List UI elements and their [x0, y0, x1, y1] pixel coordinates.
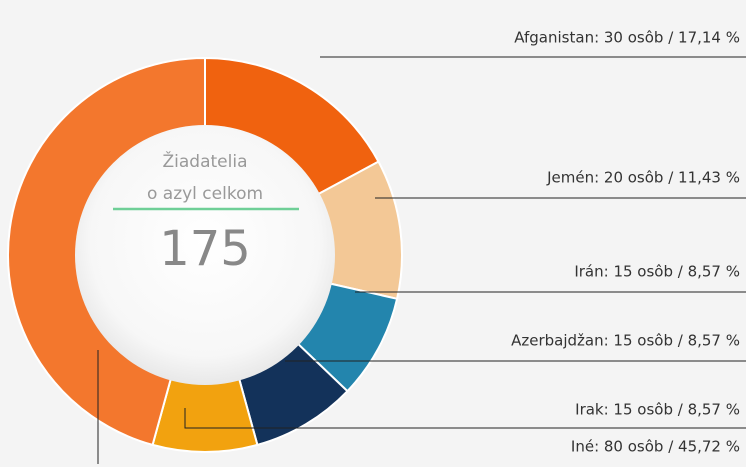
slice-label: Iné: 80 osôb / 45,72 % [571, 438, 740, 456]
slice-label: Jemén: 20 osôb / 11,43 % [546, 169, 740, 187]
donut-hole [75, 125, 335, 385]
slice-label: Azerbajdžan: 15 osôb / 8,57 % [511, 332, 740, 350]
leader-line [184, 408, 746, 429]
slice-label: Afganistan: 30 osôb / 17,14 % [514, 29, 740, 47]
slice-label: Irán: 15 osôb / 8,57 % [574, 263, 740, 281]
center-label: o azyl celkom [147, 184, 263, 204]
center-total: 175 [159, 221, 251, 277]
slice-label: Irak: 15 osôb / 8,57 % [575, 401, 740, 419]
center-label: Žiadatelia [163, 150, 248, 172]
